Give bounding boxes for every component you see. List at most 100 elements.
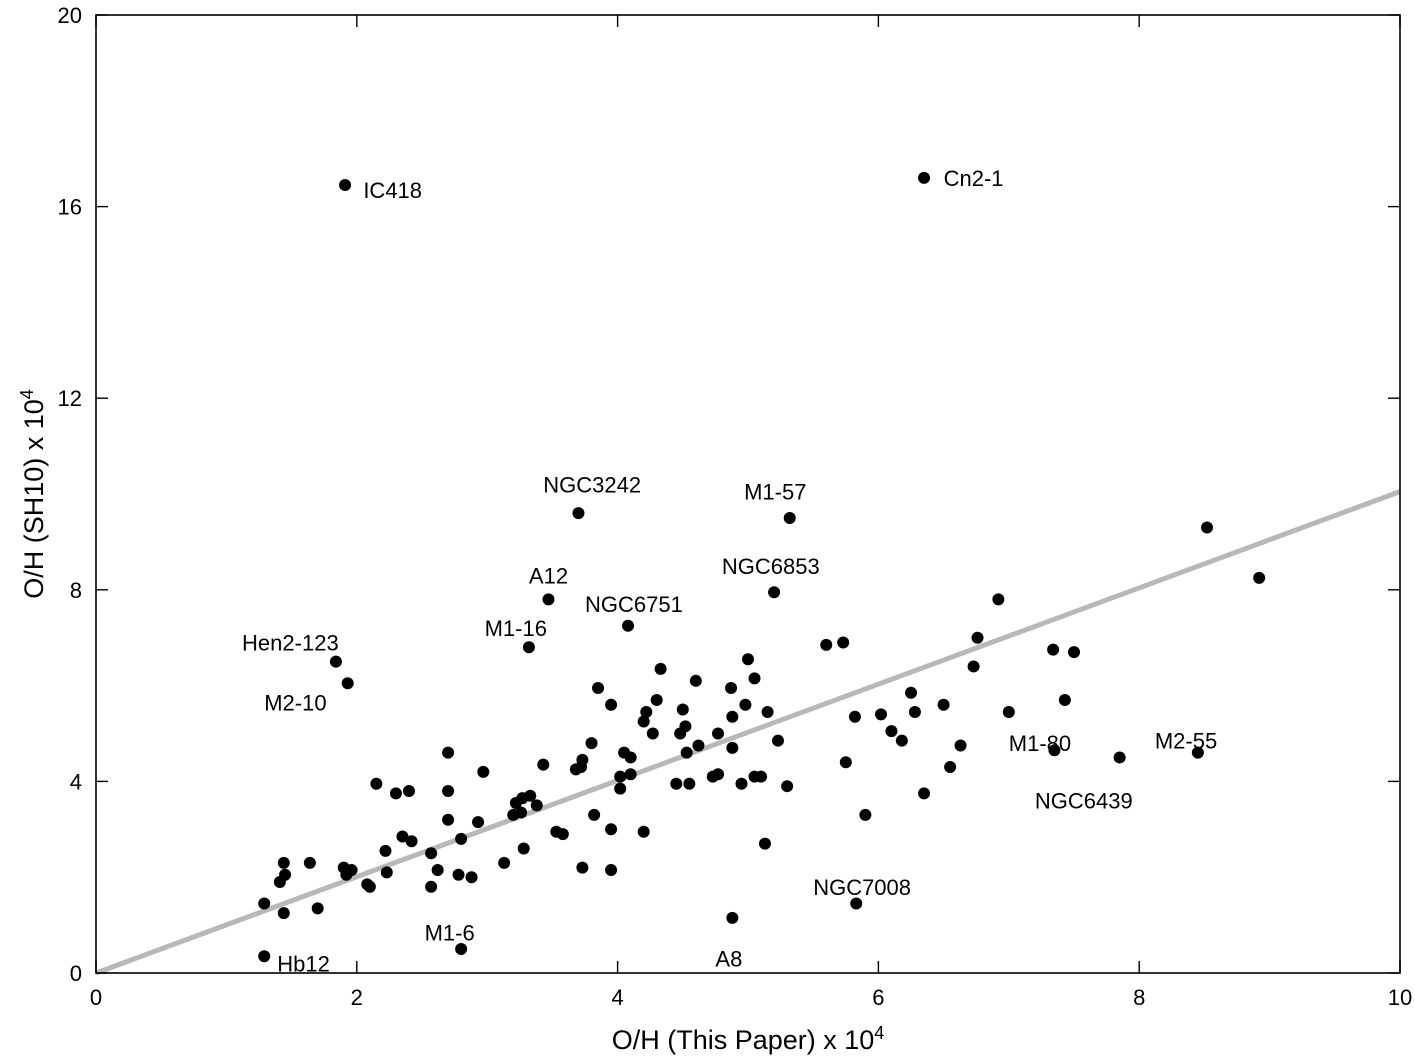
data-point <box>895 734 908 747</box>
point-annotations: IC418 Cn2-1 NGC3242 M1-57 NGC6853 A12 NGC6751 M… <box>242 166 1217 977</box>
data-point <box>402 784 415 797</box>
data-point <box>850 897 863 910</box>
data-point <box>1191 746 1204 759</box>
data-point <box>859 808 872 821</box>
data-point <box>405 835 418 848</box>
data-point <box>472 816 485 829</box>
data-point <box>725 681 738 694</box>
data-point <box>379 844 392 857</box>
data-point <box>742 653 754 666</box>
data-point <box>1113 751 1126 764</box>
data-point <box>431 864 444 877</box>
tick-labels: 0 2 4 6 8 10 0 4 8 12 16 20 <box>58 3 1413 1010</box>
x-axis-title: O/H (This Paper) x 104 <box>612 1023 885 1055</box>
data-point <box>569 763 582 776</box>
point-annotation: NGC3242 <box>543 472 641 497</box>
data-point <box>654 662 667 675</box>
data-point <box>761 705 774 718</box>
point-annotation: M2-10 <box>264 690 326 715</box>
point-annotation: M1-16 <box>485 616 547 641</box>
data-point <box>442 784 455 797</box>
x-tick-label: 10 <box>1388 985 1412 1010</box>
data-point <box>726 741 739 754</box>
data-point <box>1068 646 1080 659</box>
data-point <box>820 638 833 651</box>
data-point <box>726 911 739 924</box>
data-point <box>530 799 543 812</box>
data-point <box>670 777 683 790</box>
data-point <box>650 693 663 706</box>
data-point <box>605 823 618 836</box>
data-point <box>1048 744 1061 757</box>
x-tick-label: 0 <box>90 985 102 1010</box>
x-axis-title-superscript: 4 <box>874 1023 884 1043</box>
point-annotation: M1-80 <box>1009 731 1071 756</box>
data-point <box>937 698 950 711</box>
x-tick-label: 6 <box>872 985 884 1010</box>
data-point <box>396 830 409 843</box>
data-point <box>739 698 752 711</box>
data-point <box>768 586 781 599</box>
point-annotation: Cn2-1 <box>944 166 1004 191</box>
data-point <box>455 832 468 845</box>
data-point <box>905 686 917 699</box>
data-point <box>588 808 601 821</box>
data-point <box>848 710 861 723</box>
y-axis-title-superscript: 4 <box>17 389 37 399</box>
data-point <box>674 727 687 740</box>
y-axis-title: O/H (SH10) x 104 <box>17 389 49 599</box>
y-tick-label: 20 <box>58 3 82 28</box>
y-tick-label: 16 <box>58 195 82 220</box>
data-point <box>837 636 850 649</box>
x-tick-label: 8 <box>1133 985 1145 1010</box>
point-annotation: A8 <box>715 947 742 972</box>
data-point <box>918 171 931 184</box>
point-annotation: M1-6 <box>425 920 475 945</box>
data-point <box>614 770 627 783</box>
data-point <box>944 761 957 774</box>
y-tick-label: 0 <box>70 961 82 986</box>
point-annotation: M2-55 <box>1155 729 1217 754</box>
data-points <box>258 171 1266 963</box>
data-point <box>277 856 290 869</box>
data-point <box>771 734 784 747</box>
point-annotation: A12 <box>529 563 568 588</box>
data-point <box>509 796 522 809</box>
data-point <box>726 710 739 723</box>
y-tick-label: 8 <box>70 578 82 603</box>
data-point <box>1253 571 1266 584</box>
data-point <box>345 864 358 877</box>
data-point <box>712 727 725 740</box>
data-point <box>517 842 530 855</box>
data-point <box>637 825 650 838</box>
data-point <box>992 593 1005 606</box>
data-point <box>605 864 618 877</box>
data-point <box>442 813 455 826</box>
data-point <box>692 739 705 752</box>
point-annotation: Hen2-123 <box>242 630 339 655</box>
data-point <box>689 674 702 687</box>
data-point <box>279 868 292 881</box>
reference-line <box>95 489 1401 976</box>
point-annotation: NGC6853 <box>722 554 820 579</box>
data-point <box>781 780 794 793</box>
data-point <box>918 787 931 800</box>
data-point <box>425 847 438 860</box>
data-point <box>971 631 984 644</box>
data-point <box>954 739 967 752</box>
data-point <box>389 787 402 800</box>
data-point <box>498 856 511 869</box>
plot-frame <box>95 14 1401 974</box>
point-annotation: NGC6439 <box>1035 789 1133 814</box>
data-point <box>622 619 635 632</box>
data-point <box>380 866 393 879</box>
x-tick-label: 2 <box>351 985 363 1010</box>
data-point <box>1058 693 1071 706</box>
reference-line-layer <box>95 489 1401 976</box>
data-point <box>442 746 455 759</box>
data-point <box>646 727 659 740</box>
data-point <box>455 943 468 956</box>
data-point <box>755 770 768 783</box>
point-annotation: Hb12 <box>277 951 330 976</box>
